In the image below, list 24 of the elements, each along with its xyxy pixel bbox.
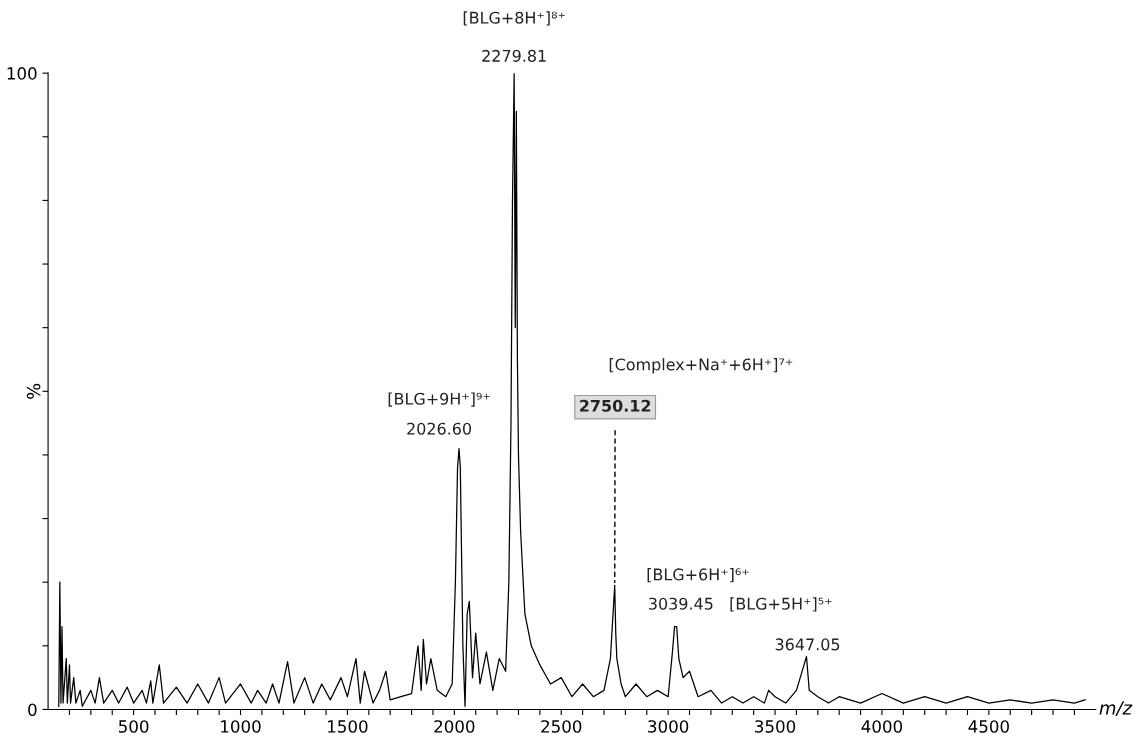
x-tick-label: 2000: [434, 720, 475, 733]
x-tick-label: 3500: [755, 720, 796, 733]
x-tick-label: 4000: [861, 720, 903, 733]
x-tick-label: 4500: [968, 720, 1009, 733]
x-axis-title: m/z: [1099, 701, 1133, 717]
annotation: [BLG+6H⁺]⁶⁺: [647, 568, 749, 583]
x-tick-label: 3000: [648, 720, 689, 733]
annotation: [Complex+Na⁺+6H⁺]⁷⁺: [609, 358, 793, 374]
annotation: 2279.81: [482, 49, 546, 62]
annotation: 2026.60: [407, 422, 472, 435]
annotation: [BLG+5H⁺]⁵⁺: [730, 597, 832, 612]
annotation: 3647.05: [775, 638, 840, 651]
annotation: 3039.45: [649, 597, 713, 610]
x-tick-label: 500: [118, 720, 149, 733]
x-tick-label: 1000: [221, 720, 261, 733]
x-tick-label: 2500: [541, 720, 582, 733]
annotation: 2750.12: [580, 399, 651, 412]
annotation: [BLG+8H⁺]⁸⁺: [463, 11, 565, 26]
y-tick-label: 0: [28, 703, 37, 717]
line-series: [58, 73, 1086, 707]
y-tick-label: 100: [7, 67, 37, 80]
x-tick-label: 1500: [328, 720, 368, 733]
y-axis-title: %: [26, 383, 41, 399]
annotation: [BLG+9H⁺]⁹⁺: [388, 392, 490, 407]
